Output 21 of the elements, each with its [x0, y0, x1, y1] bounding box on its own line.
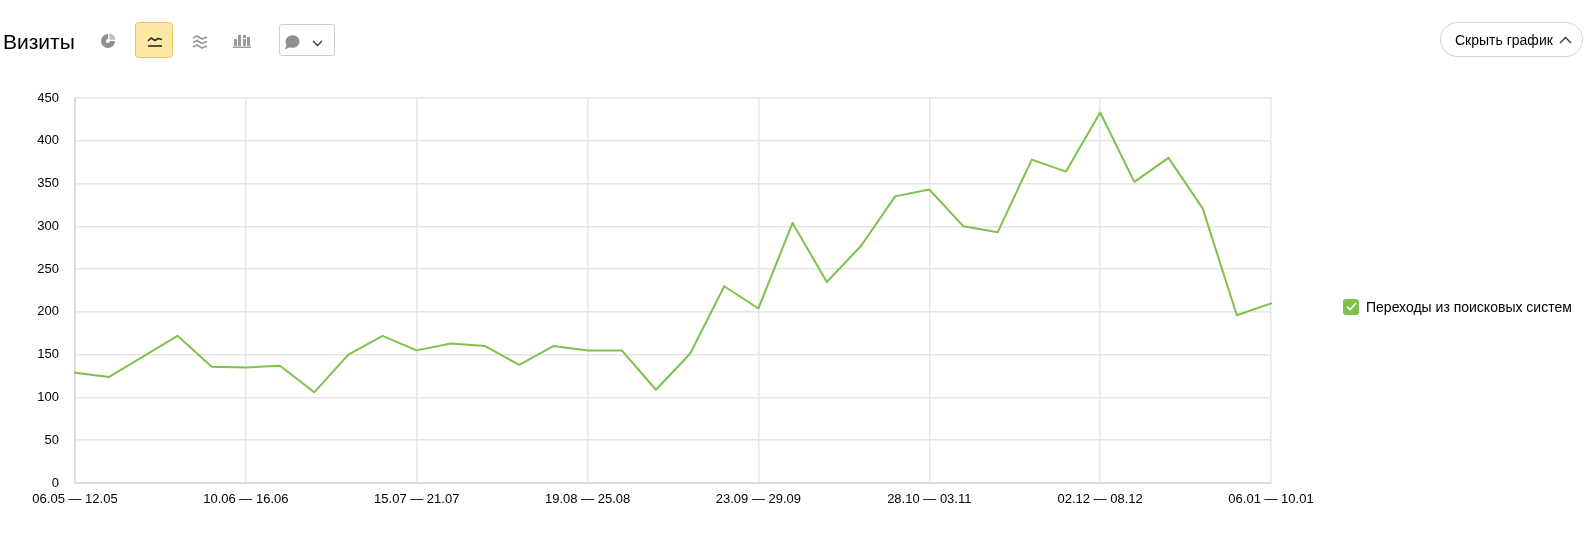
y-tick-label: 0: [51, 474, 59, 490]
x-tick-label: 28.10 — 03.11: [887, 491, 972, 507]
y-tick-label: 400: [37, 132, 59, 148]
x-tick-label: 19.08 — 25.08: [544, 491, 631, 507]
hide-chart-button: Скрыть график: [1440, 22, 1583, 57]
y-tick-label: 450: [37, 89, 59, 105]
y-tick-label: 200: [37, 303, 59, 319]
x-tick-label: 23.09 — 29.09: [715, 491, 802, 507]
chart-title: Визиты: [3, 30, 75, 54]
y-tick-label: 50: [44, 431, 59, 447]
legend-label: Переходы из поисковых систем: [1366, 298, 1572, 315]
y-tick-label: 250: [37, 260, 59, 276]
x-tick-label: 10.06 — 16.06: [203, 491, 289, 507]
x-tick-label: 15.07 — 21.07: [374, 491, 460, 507]
y-tick-label: 150: [37, 346, 59, 362]
y-tick-label: 300: [37, 217, 59, 233]
y-tick-label: 100: [37, 389, 59, 405]
x-tick-label: 06.05 — 12.05: [32, 491, 118, 507]
x-tick-label: 06.01 — 10.01: [1228, 491, 1314, 507]
x-tick-label: 02.12 — 08.12: [1057, 491, 1143, 507]
y-tick-label: 350: [37, 175, 59, 191]
